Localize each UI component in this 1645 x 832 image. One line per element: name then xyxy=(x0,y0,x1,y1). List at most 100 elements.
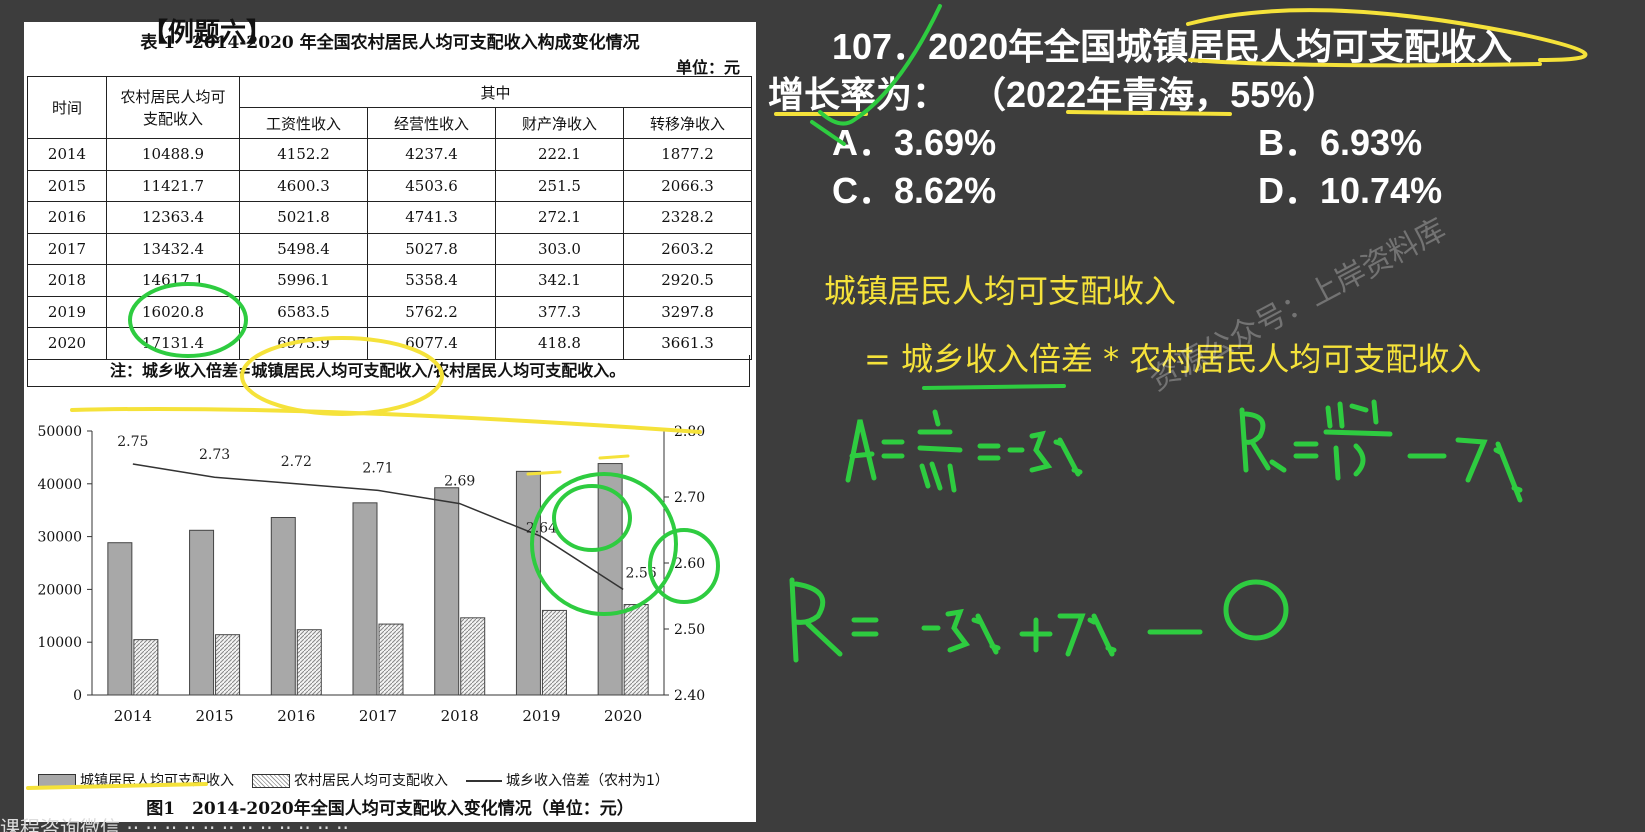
table-cell: 5358.4 xyxy=(367,264,496,297)
table-cell: 12363.4 xyxy=(106,201,240,234)
left-tick-label: 0 xyxy=(73,688,82,704)
left-tick-label: 10000 xyxy=(37,635,82,651)
table-unit: 单位：元 xyxy=(675,58,740,77)
table-cell: 6583.5 xyxy=(239,295,368,328)
ratio-label: 2.71 xyxy=(362,460,393,476)
question-panel: 107．2020年全国城镇居民人均可支配收入 增长率为： （2022年青海，55… xyxy=(760,0,1645,832)
table-cell: 342.1 xyxy=(495,264,624,297)
ratio-label: 2.56 xyxy=(626,565,657,581)
table-cell: 5762.2 xyxy=(367,295,496,328)
table-title: 表 1 2014-2020 年全国农村居民人均可支配收入构成变化情况 xyxy=(140,33,640,53)
bar-urban xyxy=(107,542,133,696)
table-row: 2014 10488.9 4152.2 4237.4 222.1 1877.2 xyxy=(27,138,752,171)
legend-rural: 农村居民人均可支配收入 xyxy=(252,770,448,790)
x-tick-label: 2018 xyxy=(441,707,479,725)
ratio-label: 2.73 xyxy=(199,447,230,463)
table-cell: 11421.7 xyxy=(106,169,240,202)
table-row: 2016 12363.4 5021.8 4741.3 272.1 2328.2 xyxy=(27,201,752,234)
left-tick-label: 20000 xyxy=(37,582,82,598)
table-cell: 13432.4 xyxy=(106,232,240,265)
table-row: 2019 16020.8 6583.5 5762.2 377.3 3297.8 xyxy=(27,295,752,328)
option-d[interactable]: D．10.74% xyxy=(1258,170,1443,211)
explain-line-2: = 城乡收入倍差 * 农村居民人均可支配收入 xyxy=(864,340,1482,378)
bar-rural xyxy=(133,639,159,696)
option-a[interactable]: A．3.69% xyxy=(832,122,997,163)
table-cell: 2066.3 xyxy=(623,169,752,202)
sub-col-header: 工资性收入 xyxy=(239,107,368,139)
table-cell: 5027.8 xyxy=(367,232,496,265)
col-header-total: 农村居民人均可支配收入 xyxy=(106,76,240,139)
table-cell: 2017 xyxy=(27,232,107,265)
table-cell: 1877.2 xyxy=(623,138,752,171)
example-header: 【例题六】 xyxy=(142,18,273,48)
table-cell: 418.8 xyxy=(495,327,624,360)
source-material-panel: 【例题六】 表 1 2014-2020 年全国农村居民人均可支配收入构成变化情况… xyxy=(24,18,756,822)
handwriting-notes xyxy=(789,399,1523,663)
table-cell: 3297.8 xyxy=(623,295,752,328)
ratio-label: 2.72 xyxy=(281,454,312,470)
table-cell: 2015 xyxy=(27,169,107,202)
income-table: 时间 农村居民人均可支配收入 其中 工资性收入 经营性收入 财产净收入 转移净收入 2… xyxy=(27,76,752,360)
table-cell: 14617.1 xyxy=(106,264,240,297)
table-cell: 5996.1 xyxy=(239,264,368,297)
table-cell: 2603.2 xyxy=(623,232,752,265)
bar-urban xyxy=(270,517,296,696)
ratio-label: 2.64 xyxy=(526,521,557,537)
table-cell: 5498.4 xyxy=(239,232,368,265)
left-tick-label: 30000 xyxy=(37,530,82,546)
left-tick-label: 50000 xyxy=(37,424,82,440)
right-tick-label: 2.80 xyxy=(674,424,705,440)
ratio-label: 2.69 xyxy=(444,474,475,490)
x-tick-label: 2015 xyxy=(195,707,233,725)
ratio-label: 2.75 xyxy=(117,434,148,450)
option-b[interactable]: B．6.93% xyxy=(1258,122,1423,163)
col-header-time: 时间 xyxy=(27,76,107,139)
sub-col-header: 转移净收入 xyxy=(623,107,752,139)
explain-line-1: 城镇居民人均可支配收入 xyxy=(824,272,1177,310)
table-cell: 4741.3 xyxy=(367,201,496,234)
table-cell: 303.0 xyxy=(495,232,624,265)
table-cell: 4503.6 xyxy=(367,169,496,202)
table-row: 2018 14617.1 5996.1 5358.4 342.1 2920.5 xyxy=(27,264,752,297)
bar-urban xyxy=(434,487,460,696)
table-body: 2014 10488.9 4152.2 4237.4 222.1 1877.2 2015 11… xyxy=(27,138,752,360)
table-row: 2017 13432.4 5498.4 5027.8 303.0 2603.2 xyxy=(27,232,752,265)
right-tick-label: 2.60 xyxy=(674,556,705,572)
bottom-watermark: 课程咨询微信 ·· ·· ·· ·· ·· ·· ·· ·· ·· ·· ·· … xyxy=(0,816,349,832)
right-tick-label: 2.40 xyxy=(674,688,705,704)
x-tick-label: 2020 xyxy=(604,707,642,725)
bar-rural xyxy=(378,623,404,696)
sub-col-header: 经营性收入 xyxy=(367,107,496,139)
question-line-1: 107．2020年全国城镇居民人均可支配收入 xyxy=(832,26,1513,67)
left-tick-label: 40000 xyxy=(37,477,82,493)
table-cell: 2328.2 xyxy=(623,201,752,234)
bar-urban xyxy=(597,463,623,696)
sub-header-row: 工资性收入 经营性收入 财产净收入 转移净收入 xyxy=(28,107,752,139)
table-note: 注：城乡收入倍差=城镇居民人均可支配收入/农村居民人均可支配收入。 xyxy=(27,355,750,387)
table-cell: 2019 xyxy=(27,295,107,328)
x-tick-label: 2016 xyxy=(277,707,315,725)
bar-rural xyxy=(215,634,241,696)
x-tick-label: 2017 xyxy=(359,707,397,725)
table-cell: 272.1 xyxy=(495,201,624,234)
table-cell: 3661.3 xyxy=(623,327,752,360)
table-cell: 4600.3 xyxy=(239,169,368,202)
figure-caption: 图1 2014-2020年全国人均可支配收入变化情况（单位：元） xyxy=(146,799,634,819)
table-cell: 2920.5 xyxy=(623,264,752,297)
legend-ratio: 城乡收入倍差（农村为1） xyxy=(466,770,669,790)
right-tick-label: 2.70 xyxy=(674,490,705,506)
income-chart: 0 10000 20000 30000 40000 50000 2.40 2.50 2.60 2.… xyxy=(37,424,705,725)
bar-rural xyxy=(541,609,567,696)
table-cell: 222.1 xyxy=(495,138,624,171)
table-cell: 2020 xyxy=(27,327,107,360)
question-line-2a: 增长率为： xyxy=(768,74,949,115)
legend-urban: 城镇居民人均可支配收入 xyxy=(38,770,234,790)
option-c[interactable]: C．8.62% xyxy=(832,170,997,211)
table-cell: 4237.4 xyxy=(367,138,496,171)
bar-rural xyxy=(460,617,486,696)
table-cell: 16020.8 xyxy=(106,295,240,328)
x-tick-label: 2019 xyxy=(522,707,560,725)
table-cell: 251.5 xyxy=(495,169,624,202)
table-row: 2015 11421.7 4600.3 4503.6 251.5 2066.3 xyxy=(27,169,752,202)
x-tick-label: 2014 xyxy=(114,707,152,725)
